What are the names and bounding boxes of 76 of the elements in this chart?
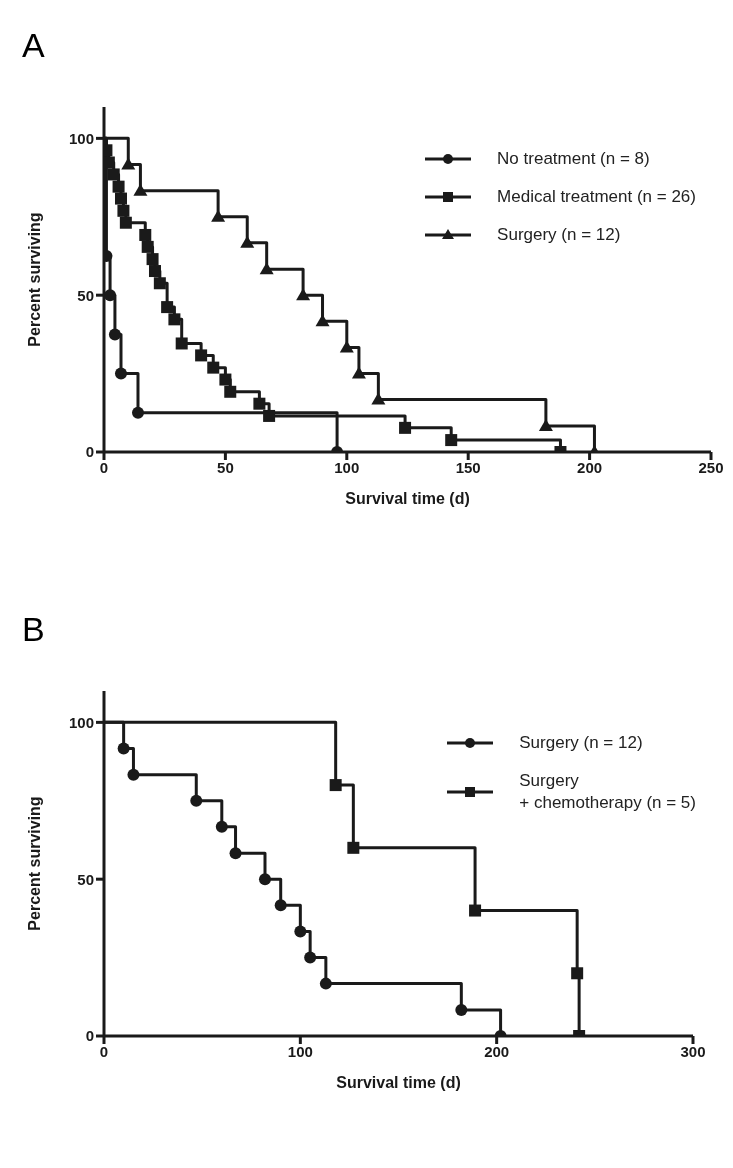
point xyxy=(161,301,174,314)
point xyxy=(445,434,458,447)
y-tick-label: 100 xyxy=(68,713,94,731)
point xyxy=(253,397,266,410)
point xyxy=(190,794,203,807)
point xyxy=(469,904,482,917)
point xyxy=(571,967,584,980)
y-axis-title: Percent surviving xyxy=(25,796,43,931)
point xyxy=(371,392,386,405)
point xyxy=(296,288,311,301)
point xyxy=(294,925,307,938)
point xyxy=(304,951,317,964)
point xyxy=(258,873,271,886)
point xyxy=(107,168,120,181)
x-axis-title: Survival time (d) xyxy=(336,1074,461,1091)
point xyxy=(351,366,366,379)
point xyxy=(224,385,237,398)
chart-title: A xyxy=(22,26,45,65)
point xyxy=(108,328,121,341)
point xyxy=(455,1003,468,1016)
point xyxy=(115,192,127,205)
y-axis-title: Percent surviving xyxy=(25,212,43,347)
point xyxy=(263,409,276,422)
point xyxy=(211,209,226,222)
point xyxy=(112,180,125,193)
point xyxy=(153,277,166,290)
x-tick-label: 50 xyxy=(217,458,234,476)
point xyxy=(229,847,242,860)
chart-title: B xyxy=(22,610,45,649)
point xyxy=(117,204,130,217)
point xyxy=(274,899,287,912)
point xyxy=(339,340,354,353)
point xyxy=(139,228,152,241)
x-tick-label: 200 xyxy=(484,1042,510,1060)
point xyxy=(207,361,220,374)
y-tick-label: 0 xyxy=(85,1027,94,1045)
legend-label: Surgery (n = 12) xyxy=(519,732,643,754)
point xyxy=(175,337,188,350)
point xyxy=(127,768,140,781)
point xyxy=(347,841,360,854)
point xyxy=(131,406,144,419)
y-tick-label: 100 xyxy=(68,129,94,147)
point xyxy=(146,253,159,266)
x-tick-label: 0 xyxy=(99,1042,109,1060)
x-tick-label: 100 xyxy=(287,1042,313,1060)
point xyxy=(215,820,228,833)
x-tick-label: 200 xyxy=(577,458,603,476)
legend-label: No treatment (n = 8) xyxy=(497,148,650,170)
point xyxy=(319,977,332,990)
point xyxy=(399,421,412,434)
point xyxy=(240,235,255,248)
point xyxy=(115,367,127,380)
point xyxy=(168,313,181,326)
x-tick-label: 0 xyxy=(99,458,109,476)
point xyxy=(121,157,136,170)
x-tick-label: 100 xyxy=(334,458,360,476)
legend-label: Medical treatment (n = 26) xyxy=(497,186,696,208)
point xyxy=(117,742,130,755)
point xyxy=(141,240,154,253)
x-tick-label: 300 xyxy=(680,1042,706,1060)
x-tick-label: 150 xyxy=(455,458,481,476)
y-tick-label: 50 xyxy=(77,286,94,304)
point xyxy=(133,183,148,196)
point xyxy=(219,373,232,386)
legend-label: Surgery + chemotherapy (n = 5) xyxy=(519,770,696,814)
x-axis-title: Survival time (d) xyxy=(345,490,470,507)
legend-label: Surgery (n = 12) xyxy=(497,224,621,246)
point xyxy=(329,779,342,792)
point xyxy=(104,289,117,302)
y-tick-label: 50 xyxy=(77,870,94,888)
point xyxy=(119,216,132,229)
x-tick-label: 250 xyxy=(698,458,724,476)
point xyxy=(148,265,161,278)
point xyxy=(259,262,274,275)
y-tick-label: 0 xyxy=(85,443,94,461)
point xyxy=(195,349,208,362)
